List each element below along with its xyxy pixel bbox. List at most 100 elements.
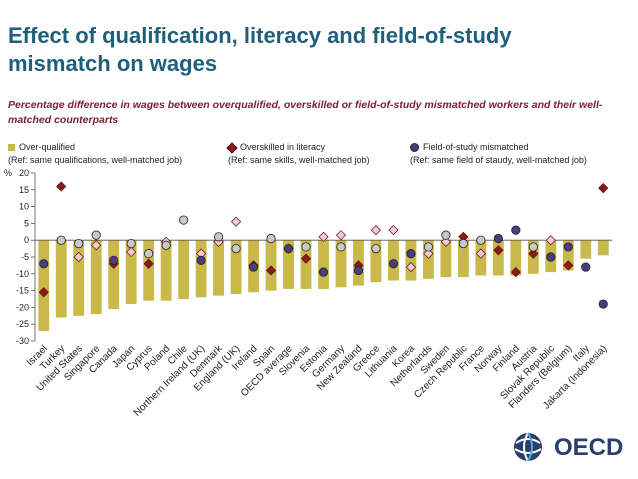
circle-marker	[144, 249, 154, 259]
bar	[213, 240, 225, 296]
bar	[55, 240, 67, 318]
diamond-marker	[73, 251, 84, 263]
circle-marker	[371, 244, 381, 254]
bar	[370, 240, 382, 283]
circle-marker	[196, 255, 206, 265]
circle-marker	[528, 242, 538, 252]
bar	[283, 240, 294, 289]
circle-swatch-icon	[410, 143, 419, 153]
y-tick-label: 0	[24, 235, 29, 245]
diamond-marker	[598, 183, 609, 194]
circle-marker	[511, 225, 521, 235]
bar	[90, 240, 102, 315]
bar	[440, 240, 452, 278]
bar	[38, 240, 50, 331]
circle-marker	[493, 233, 503, 244]
circle-marker	[266, 233, 276, 244]
diamond-marker	[370, 225, 382, 236]
legend-label-field-of-study: Field-of-study mismatched	[423, 142, 529, 152]
circle-marker	[91, 230, 101, 240]
bar	[108, 240, 120, 310]
y-tick-label: -30	[16, 336, 29, 346]
logo-text: OECD	[554, 434, 624, 461]
circle-marker	[109, 255, 119, 265]
legend-ref-overskilled: (Ref: same skills, well-matched job)	[228, 155, 370, 165]
bar	[300, 240, 312, 289]
chart-subtitle: Percentage difference in wages between o…	[8, 99, 603, 126]
bar-swatch-icon	[8, 144, 15, 152]
circle-marker	[476, 235, 486, 245]
legend-label-overskilled: Overskilled in literacy	[240, 142, 326, 152]
diamond-marker	[335, 230, 347, 241]
circle-marker	[388, 259, 399, 269]
bar	[125, 240, 137, 305]
diamond-marker	[91, 240, 102, 251]
bar	[492, 240, 504, 276]
circle-marker	[74, 238, 84, 249]
diamond-marker	[563, 260, 574, 271]
circle-marker	[213, 232, 224, 242]
y-tick-label: -25	[16, 319, 29, 329]
circle-marker	[39, 259, 49, 269]
legend-item-over-qualified: Over-qualified (Ref: same qualifications…	[8, 141, 182, 167]
diamond-marker	[510, 267, 521, 278]
circle-marker	[546, 252, 556, 262]
circle-marker	[406, 249, 416, 259]
circle-marker	[179, 215, 189, 225]
bar	[335, 240, 347, 288]
diamond-marker	[265, 265, 277, 276]
diamond-marker	[318, 231, 329, 242]
diamond-marker	[423, 248, 434, 259]
diamond-marker	[56, 181, 67, 192]
bar	[230, 240, 242, 294]
bar	[405, 240, 417, 281]
legend-item-overskilled: Overskilled in literacy (Ref: same skill…	[226, 141, 370, 167]
globe-icon	[514, 432, 542, 462]
bar	[143, 240, 155, 301]
bar	[597, 240, 609, 256]
y-tick-label: -15	[16, 286, 29, 296]
y-tick-label: 20	[19, 168, 29, 178]
circle-marker	[161, 240, 171, 250]
circle-marker	[248, 262, 259, 272]
bar	[562, 240, 574, 271]
legend-ref-over-qualified: (Ref: same qualifications, well-matched …	[8, 155, 183, 165]
bar	[73, 240, 85, 316]
y-tick-label: 15	[19, 185, 29, 195]
diamond-marker	[440, 236, 451, 247]
diamond-marker	[230, 216, 242, 227]
circle-marker	[283, 244, 294, 254]
legend-item-field-of-study: Field-of-study mismatched (Ref: same fie…	[410, 141, 587, 167]
bar	[195, 240, 207, 298]
diamond-marker	[143, 258, 154, 269]
chart-title: Effect of qualification, literacy and fi…	[8, 23, 512, 76]
diamond-marker	[300, 253, 312, 264]
bar	[580, 240, 592, 259]
diamond-marker	[528, 248, 539, 259]
bar	[422, 240, 434, 279]
oecd-logo: OECD	[510, 430, 630, 464]
bar	[318, 240, 329, 289]
legend-label-over-qualified: Over-qualified	[19, 142, 76, 152]
circle-marker	[301, 242, 311, 252]
circle-marker	[598, 299, 608, 309]
circle-marker	[423, 242, 434, 252]
circle-marker	[231, 244, 241, 254]
diamond-marker	[126, 246, 137, 258]
y-tick-label: -5	[21, 252, 29, 262]
diamond-marker	[475, 248, 486, 259]
circle-marker	[56, 235, 66, 245]
circle-marker	[318, 267, 329, 277]
bar	[160, 240, 172, 301]
diamond-marker	[388, 225, 399, 236]
bar	[510, 240, 522, 276]
diamond-marker	[405, 261, 417, 273]
diamond-marker	[38, 287, 49, 298]
circle-marker	[581, 262, 591, 272]
circle-marker	[441, 230, 451, 240]
y-tick-label: 10	[19, 202, 29, 212]
legend-ref-field-of-study: (Ref: same field of staudy, well-matched…	[410, 155, 587, 165]
y-tick-label: -20	[16, 302, 29, 312]
bar	[178, 240, 190, 299]
